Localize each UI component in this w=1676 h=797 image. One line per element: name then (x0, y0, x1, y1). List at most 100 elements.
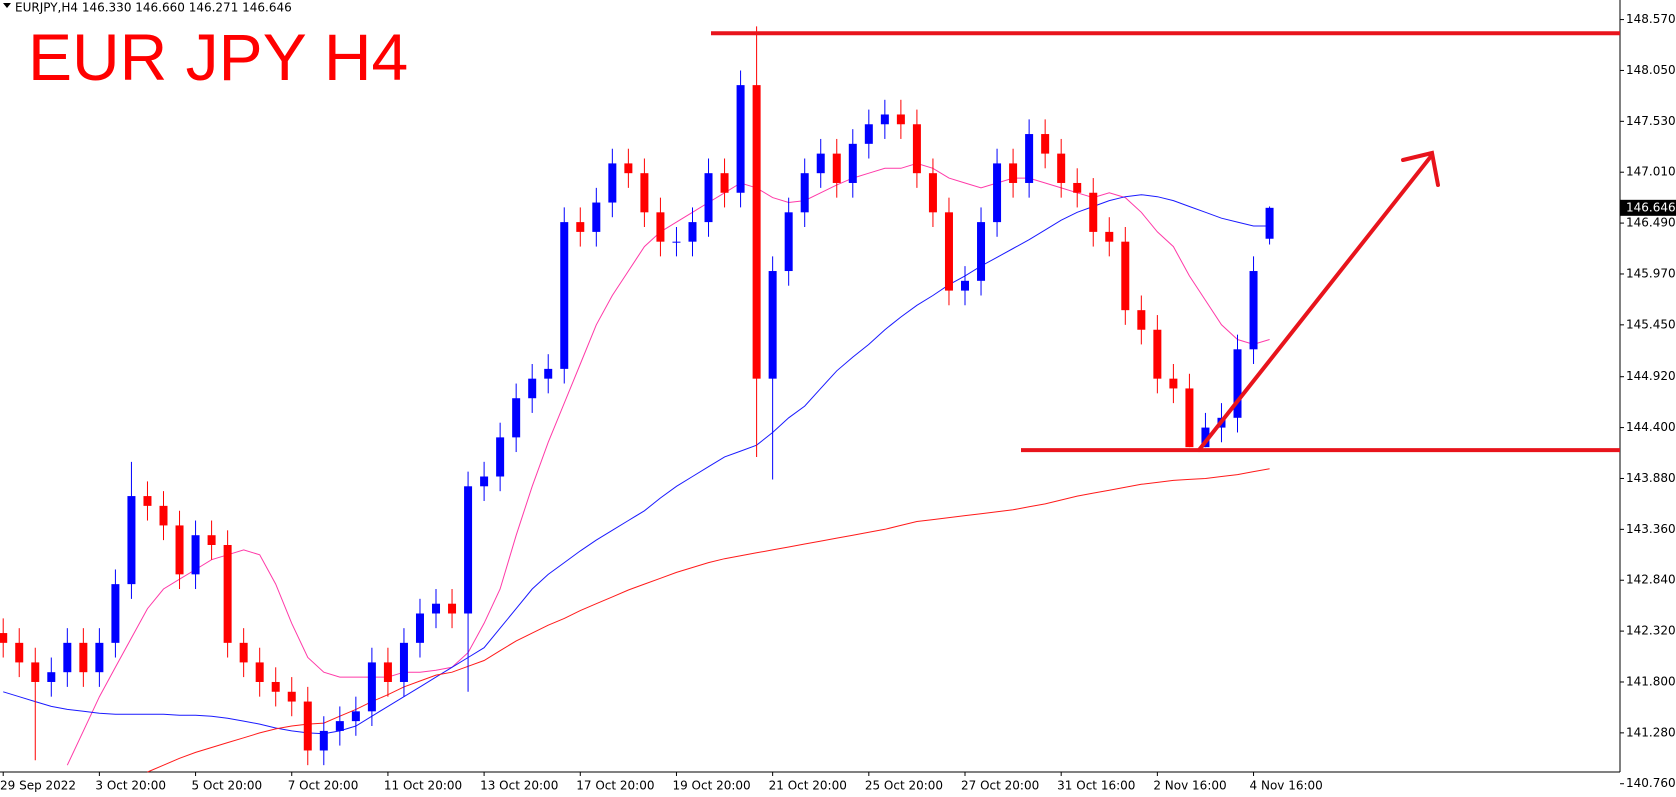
candle-body (175, 525, 184, 575)
x-tick-label: 17 Oct 20:00 (576, 779, 654, 793)
candle-body (239, 642, 248, 663)
chart-title: EUR JPY H4 (28, 20, 408, 94)
y-tick-label: 143.360 (1626, 522, 1676, 536)
candle-body (1041, 134, 1050, 154)
candle-body (752, 85, 761, 379)
candle-body (79, 642, 88, 673)
candle-body (480, 476, 489, 487)
last-price-label: 146.646 (1626, 200, 1676, 214)
candle-body (1249, 271, 1258, 350)
candle-body (0, 633, 8, 643)
candle-body (1105, 231, 1114, 242)
plot-area (0, 0, 1620, 772)
x-tick-label: 2 Nov 16:00 (1153, 779, 1226, 793)
y-tick-label: 142.840 (1626, 573, 1676, 587)
x-tick-label: 4 Nov 16:00 (1250, 779, 1323, 793)
x-tick-label: 7 Oct 20:00 (288, 779, 359, 793)
x-tick-label: 5 Oct 20:00 (192, 779, 263, 793)
y-tick-label: 147.530 (1626, 114, 1676, 128)
x-tick-label: 29 Sep 2022 (0, 779, 76, 793)
candle-body (15, 642, 24, 663)
y-tick-label: 148.050 (1626, 63, 1676, 77)
y-tick-label: 141.800 (1626, 674, 1676, 688)
y-tick-label: 145.450 (1626, 317, 1676, 331)
candle-body (1201, 427, 1210, 448)
candle-body (704, 173, 713, 223)
candle-body (319, 730, 328, 751)
candle-body (656, 212, 665, 242)
y-tick-label: 148.570 (1626, 12, 1676, 26)
candle-body (1089, 192, 1098, 232)
x-tick-label: 3 Oct 20:00 (95, 779, 166, 793)
y-tick-label: 144.920 (1626, 369, 1676, 383)
candle-body (993, 163, 1002, 223)
candle-body (944, 212, 953, 291)
candle-body (816, 153, 825, 174)
candle-body (432, 603, 441, 614)
candle-body (143, 496, 152, 506)
x-tick-label: 13 Oct 20:00 (480, 779, 558, 793)
candle-body (672, 241, 681, 243)
y-tick-label: 141.280 (1626, 725, 1676, 739)
candle-body (720, 173, 729, 193)
candle-body (303, 701, 312, 751)
candle-body (624, 163, 633, 174)
candle-body (848, 143, 857, 183)
candle-body (464, 486, 473, 614)
candle-body (63, 642, 72, 673)
candle-body (736, 85, 745, 193)
x-tick-label: 11 Oct 20:00 (384, 779, 462, 793)
candle-body (1137, 310, 1146, 330)
y-tick-label: 145.970 (1626, 266, 1676, 280)
candle-body (977, 222, 986, 281)
candle-body (399, 642, 408, 682)
candle-body (592, 202, 601, 232)
candle-body (287, 691, 296, 702)
candle-body (1121, 241, 1130, 311)
candle-body (223, 544, 232, 643)
candle-body (1057, 153, 1066, 183)
candle-body (576, 222, 585, 232)
candle-body (1265, 207, 1274, 239)
candle-body (784, 212, 793, 272)
arrow-head (1401, 150, 1440, 187)
candle-body (640, 173, 649, 213)
y-tick-label: 147.010 (1626, 165, 1676, 179)
candle-body (544, 368, 553, 379)
x-tick-label: 19 Oct 20:00 (672, 779, 750, 793)
y-tick-label: 143.880 (1626, 471, 1676, 485)
candle-body (560, 222, 569, 369)
candle-body (111, 584, 120, 643)
y-tick-label: 140.760 (1626, 776, 1676, 790)
marks (0, 26, 1620, 773)
candle-body (1009, 163, 1018, 183)
candle-body (47, 672, 56, 682)
candle-body (1169, 378, 1178, 389)
header: EURJPY,H4 146.330 146.660 146.271 146.64… (15, 1, 292, 15)
candle-body (127, 496, 136, 585)
header-triangle (3, 3, 11, 8)
candle-body (335, 721, 344, 731)
y-tick-label: 142.320 (1626, 624, 1676, 638)
candle-body (1233, 349, 1242, 418)
candle-body (880, 114, 889, 125)
candle-body (1073, 182, 1082, 193)
candle-body (1185, 388, 1194, 448)
candle-body (928, 173, 937, 213)
candle-body (800, 173, 809, 213)
candle-body (688, 222, 697, 242)
y-tick-label: 146.490 (1626, 216, 1676, 230)
candle-body (912, 124, 921, 174)
candle-body (383, 662, 392, 682)
candle-body (768, 271, 777, 379)
candle-body (448, 603, 457, 614)
candle-body (864, 124, 873, 144)
candle-body (608, 163, 617, 203)
candle-body (496, 437, 505, 477)
candle-body (159, 505, 168, 526)
candle-body (415, 613, 424, 643)
candle-body (351, 711, 360, 722)
candle-body (31, 662, 40, 682)
